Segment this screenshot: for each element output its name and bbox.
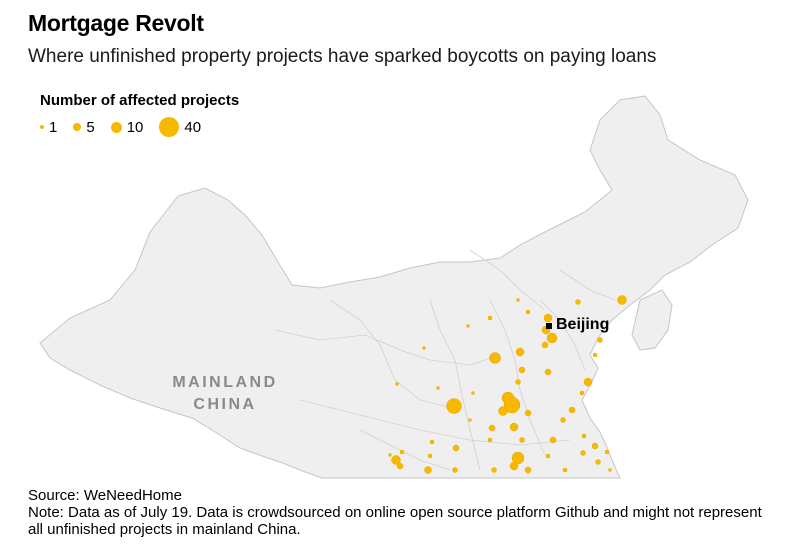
city-label-beijing: Beijing	[556, 316, 610, 333]
project-dot	[524, 466, 532, 474]
project-dot	[427, 453, 433, 459]
project-dot	[604, 449, 610, 455]
data-note: Note: Data as of July 19. Data is crowds…	[28, 504, 762, 538]
project-dot	[396, 462, 404, 470]
project-dot	[395, 382, 399, 386]
project-dot	[617, 295, 627, 305]
project-dot	[519, 437, 525, 443]
project-dot	[446, 398, 462, 414]
footer: Source: WeNeedHome Note: Data as of July…	[28, 487, 768, 538]
project-dot	[595, 459, 601, 465]
project-dot	[583, 377, 593, 387]
legend-label: 5	[86, 118, 95, 136]
region-label-line: CHINA	[193, 396, 257, 413]
legend-label: 10	[126, 118, 144, 136]
project-dot	[399, 449, 405, 455]
korea-landmass	[631, 289, 673, 351]
project-dot	[608, 468, 612, 472]
chart-subtitle: Where unfinished property projects have …	[28, 46, 657, 67]
project-dot	[515, 379, 521, 385]
project-dot	[545, 453, 551, 459]
china-map	[39, 95, 749, 479]
project-dot	[543, 313, 553, 323]
legend-item: 1	[40, 119, 57, 136]
project-dot	[579, 390, 585, 396]
china-landmass	[39, 95, 749, 479]
legend-dot	[73, 123, 82, 131]
project-dot	[503, 396, 521, 414]
project-dot	[422, 346, 426, 350]
project-dot	[491, 467, 497, 473]
project-dot	[487, 437, 493, 443]
source-note: Source: WeNeedHome	[28, 487, 182, 504]
project-dot	[541, 341, 549, 349]
project-dot	[597, 337, 603, 343]
project-dot	[468, 418, 472, 422]
legend-item: 5	[73, 118, 95, 136]
project-dot	[436, 386, 440, 390]
project-dot	[580, 450, 586, 456]
project-dot	[471, 391, 475, 395]
legend-dot	[159, 117, 180, 137]
project-dot	[509, 422, 519, 432]
legend-title: Number of affected projects	[40, 92, 240, 109]
legend-items: 1 5 10 40	[40, 117, 239, 137]
project-dot	[391, 455, 401, 465]
project-dot	[549, 436, 557, 444]
project-dot	[511, 451, 525, 465]
project-dot	[452, 467, 458, 473]
project-dot	[544, 368, 552, 376]
project-dot	[518, 366, 526, 374]
project-dot	[568, 406, 576, 414]
project-dot	[525, 309, 531, 315]
project-dot	[591, 442, 599, 450]
legend: Number of affected projects 1 5 10 40	[40, 92, 239, 137]
project-dot	[575, 299, 581, 305]
legend-label: 40	[184, 118, 202, 136]
project-dot	[515, 347, 525, 357]
project-dot	[388, 453, 392, 457]
project-dot	[581, 433, 587, 439]
project-dot	[424, 466, 432, 474]
project-dot	[516, 298, 520, 302]
project-dot	[509, 461, 519, 471]
legend-label: 1	[49, 118, 58, 136]
project-dot	[429, 439, 435, 445]
legend-item: 10	[110, 118, 144, 136]
chart-title: Mortgage Revolt	[28, 10, 204, 36]
legend-dot	[40, 125, 44, 129]
project-dot	[592, 352, 598, 358]
project-dot	[452, 444, 460, 452]
project-dot	[466, 324, 470, 328]
project-dot	[546, 332, 558, 344]
region-label: MAINLAND CHINA	[160, 372, 290, 416]
project-dot	[524, 409, 532, 417]
region-label-line: MAINLAND	[172, 374, 278, 391]
project-dot	[488, 424, 496, 432]
legend-dot	[110, 121, 122, 133]
project-dot	[489, 352, 501, 364]
province-borders	[274, 249, 616, 471]
beijing-marker	[546, 323, 552, 329]
project-dot	[487, 315, 493, 321]
project-dot	[560, 417, 566, 423]
project-dot	[498, 406, 508, 416]
legend-item: 40	[159, 117, 201, 137]
project-dot	[562, 467, 568, 473]
